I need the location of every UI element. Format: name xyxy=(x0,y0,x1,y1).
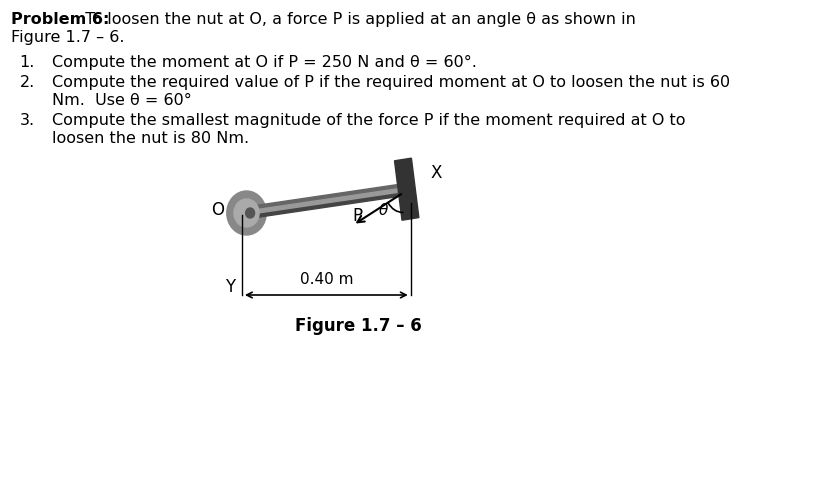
Polygon shape xyxy=(257,185,398,210)
Polygon shape xyxy=(257,189,398,213)
Circle shape xyxy=(234,199,259,227)
Text: Y: Y xyxy=(225,278,235,296)
Text: P: P xyxy=(352,207,363,225)
Text: 1.: 1. xyxy=(20,55,35,70)
Text: Figure 1.7 – 6: Figure 1.7 – 6 xyxy=(295,317,422,335)
Text: X: X xyxy=(430,164,442,181)
Text: Problem 6:: Problem 6: xyxy=(11,12,109,27)
Text: Compute the smallest magnitude of the force P if the moment required at O to: Compute the smallest magnitude of the fo… xyxy=(52,113,686,128)
Text: Compute the required value of P if the required moment at O to loosen the nut is: Compute the required value of P if the r… xyxy=(52,75,730,90)
Circle shape xyxy=(245,208,254,218)
Text: 3.: 3. xyxy=(20,113,35,128)
Polygon shape xyxy=(394,158,419,220)
Polygon shape xyxy=(258,192,398,217)
Text: Compute the moment at O if P = 250 N and θ = 60°.: Compute the moment at O if P = 250 N and… xyxy=(52,55,477,70)
Text: O: O xyxy=(212,201,224,219)
Text: To loosen the nut at O, a force P is applied at an angle θ as shown in: To loosen the nut at O, a force P is app… xyxy=(75,12,636,27)
Text: 0.40 m: 0.40 m xyxy=(300,272,353,287)
Text: loosen the nut is 80 Nm.: loosen the nut is 80 Nm. xyxy=(52,131,249,146)
Circle shape xyxy=(227,191,266,235)
Text: θ: θ xyxy=(379,203,388,217)
Text: Nm.  Use θ = 60°: Nm. Use θ = 60° xyxy=(52,93,192,108)
Text: 2.: 2. xyxy=(20,75,35,90)
Text: Figure 1.7 – 6.: Figure 1.7 – 6. xyxy=(11,30,124,45)
